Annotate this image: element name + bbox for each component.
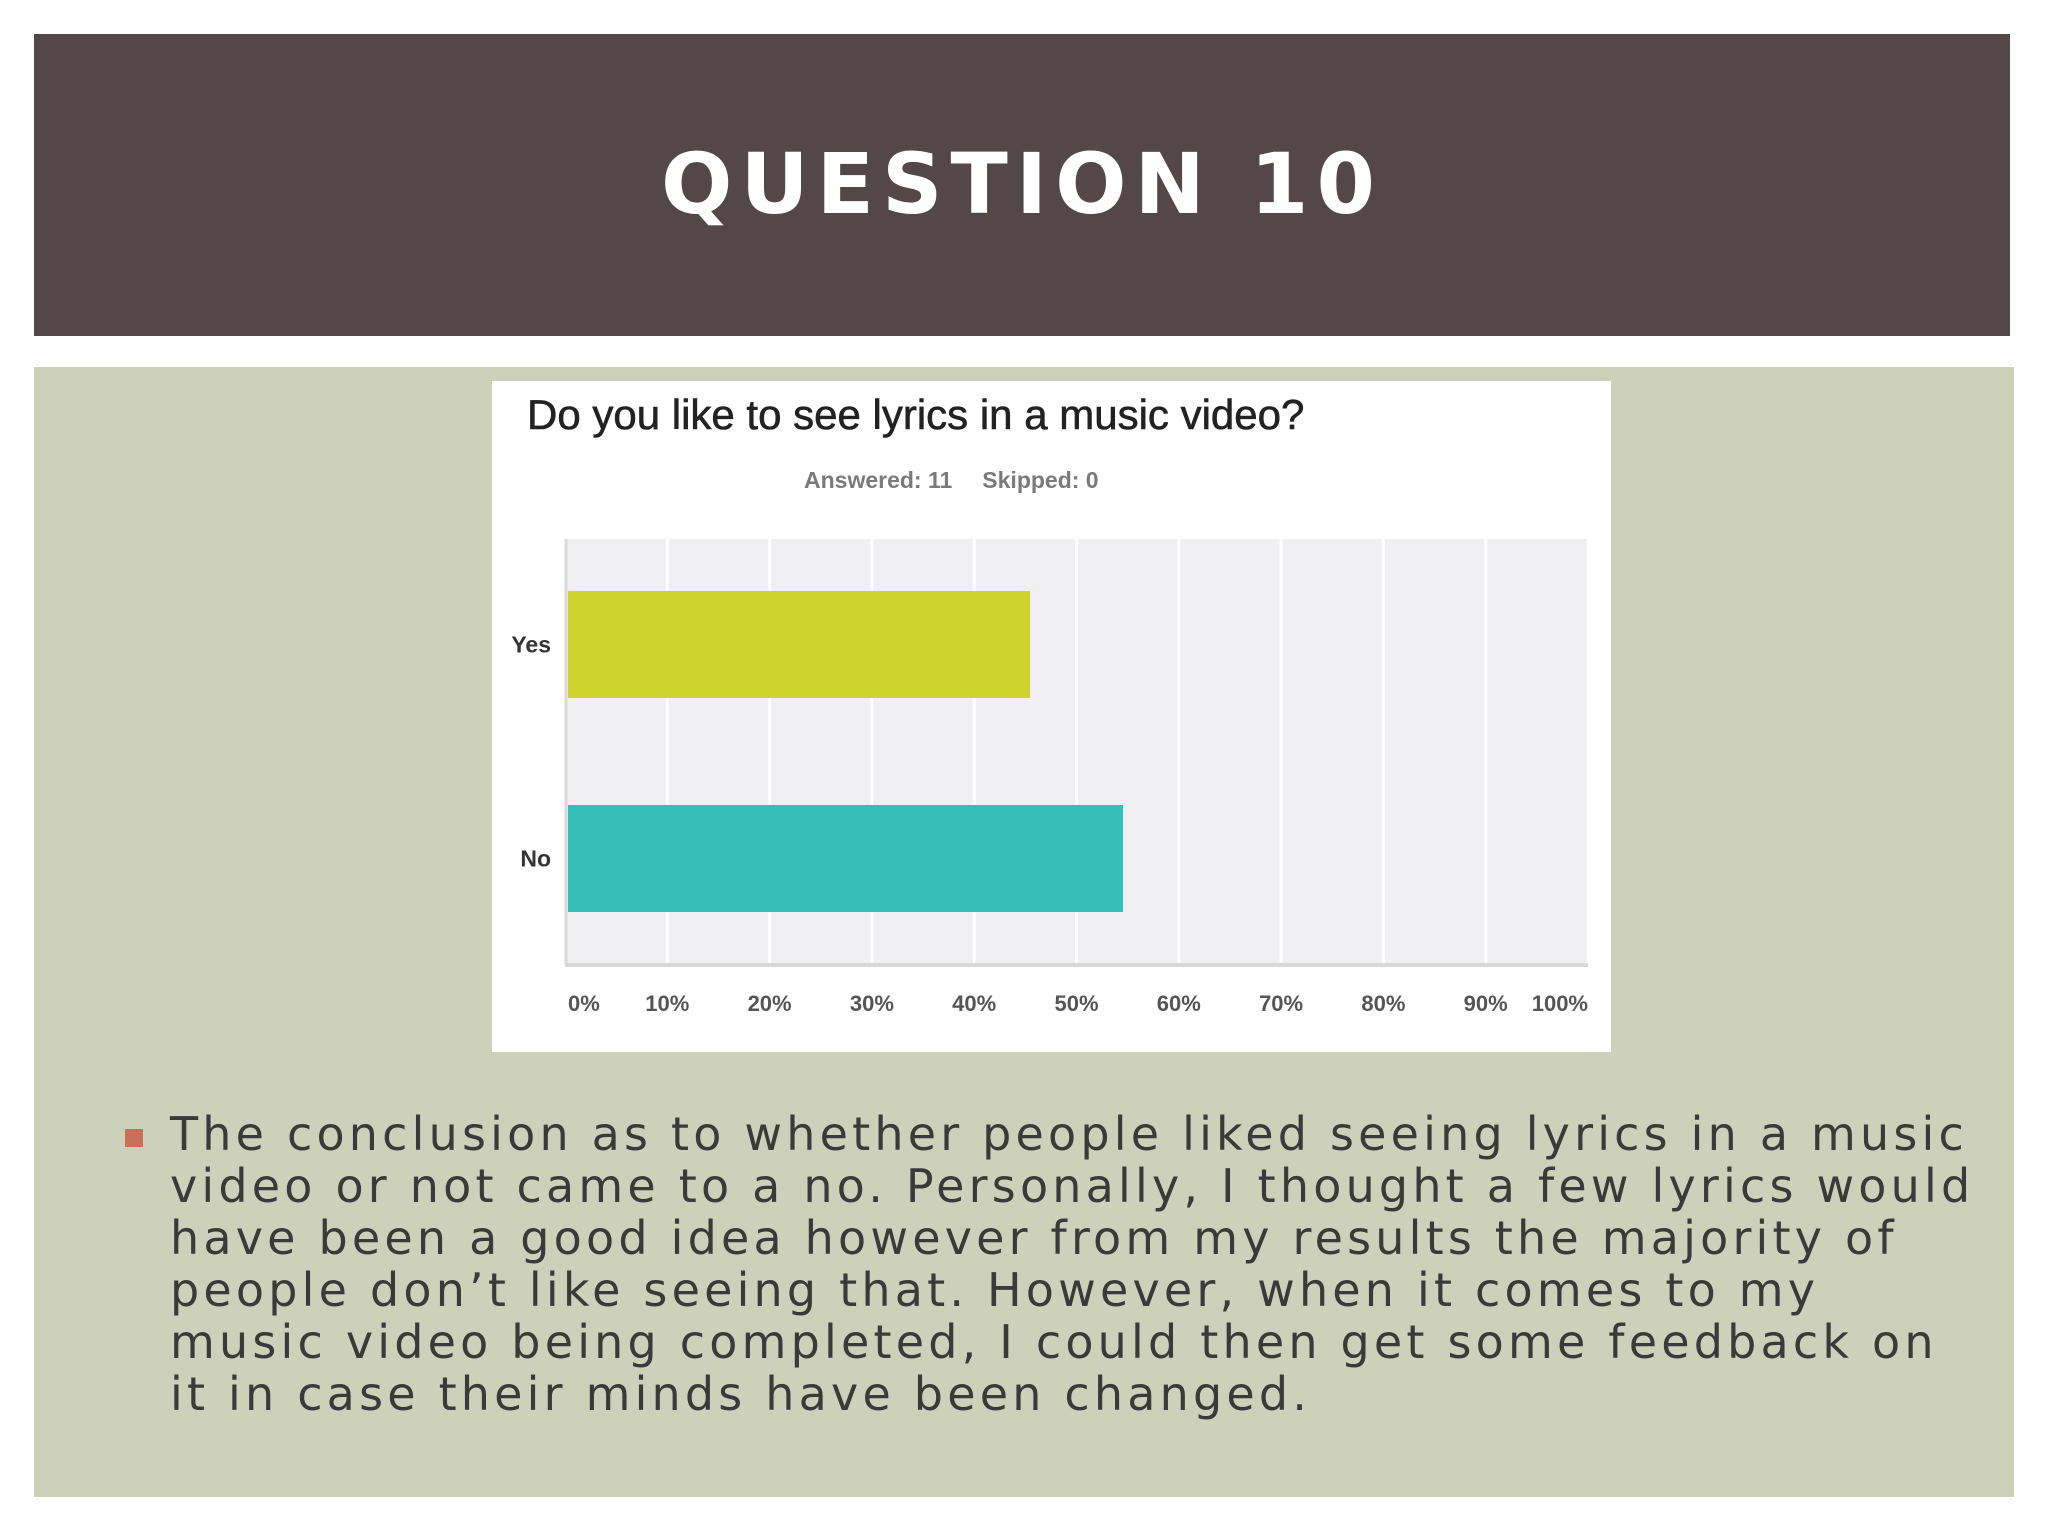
x-tick-label: 100% bbox=[1532, 991, 1588, 1016]
x-tick-label: 80% bbox=[1361, 991, 1405, 1016]
category-label: No bbox=[520, 846, 551, 872]
title-bar: QUESTION 10 bbox=[34, 34, 2010, 336]
bullet-marker bbox=[125, 1129, 143, 1147]
chart-title: Do you like to see lyrics in a music vid… bbox=[527, 391, 1305, 439]
survey-meta: Answered: 11 Skipped: 0 bbox=[804, 467, 1099, 494]
bar-yes bbox=[568, 591, 1030, 698]
x-tick-label: 20% bbox=[748, 991, 792, 1016]
x-tick-label: 50% bbox=[1054, 991, 1098, 1016]
category-label: Yes bbox=[511, 632, 551, 658]
answered-count: Answered: 11 bbox=[804, 467, 953, 493]
skipped-count: Skipped: 0 bbox=[982, 467, 1099, 493]
x-tick-label: 40% bbox=[952, 991, 996, 1016]
slide-title: QUESTION 10 bbox=[661, 135, 1383, 233]
x-tick-label: 30% bbox=[850, 991, 894, 1016]
x-tick-label: 60% bbox=[1157, 991, 1201, 1016]
bar-chart: Yes No 0% 10% 20% 30% 40% 50% 60% 70% 80% 90% 100% bbox=[511, 539, 1590, 1016]
bar-no bbox=[568, 805, 1124, 912]
chart-card: Do you like to see lyrics in a music vid… bbox=[492, 381, 1611, 1052]
x-tick-label: 90% bbox=[1464, 991, 1508, 1016]
x-tick-label: 10% bbox=[645, 991, 689, 1016]
x-tick-label: 0% bbox=[568, 991, 600, 1016]
conclusion-text: The conclusion as to whether people like… bbox=[170, 1107, 1975, 1421]
x-tick-label: 70% bbox=[1259, 991, 1303, 1016]
